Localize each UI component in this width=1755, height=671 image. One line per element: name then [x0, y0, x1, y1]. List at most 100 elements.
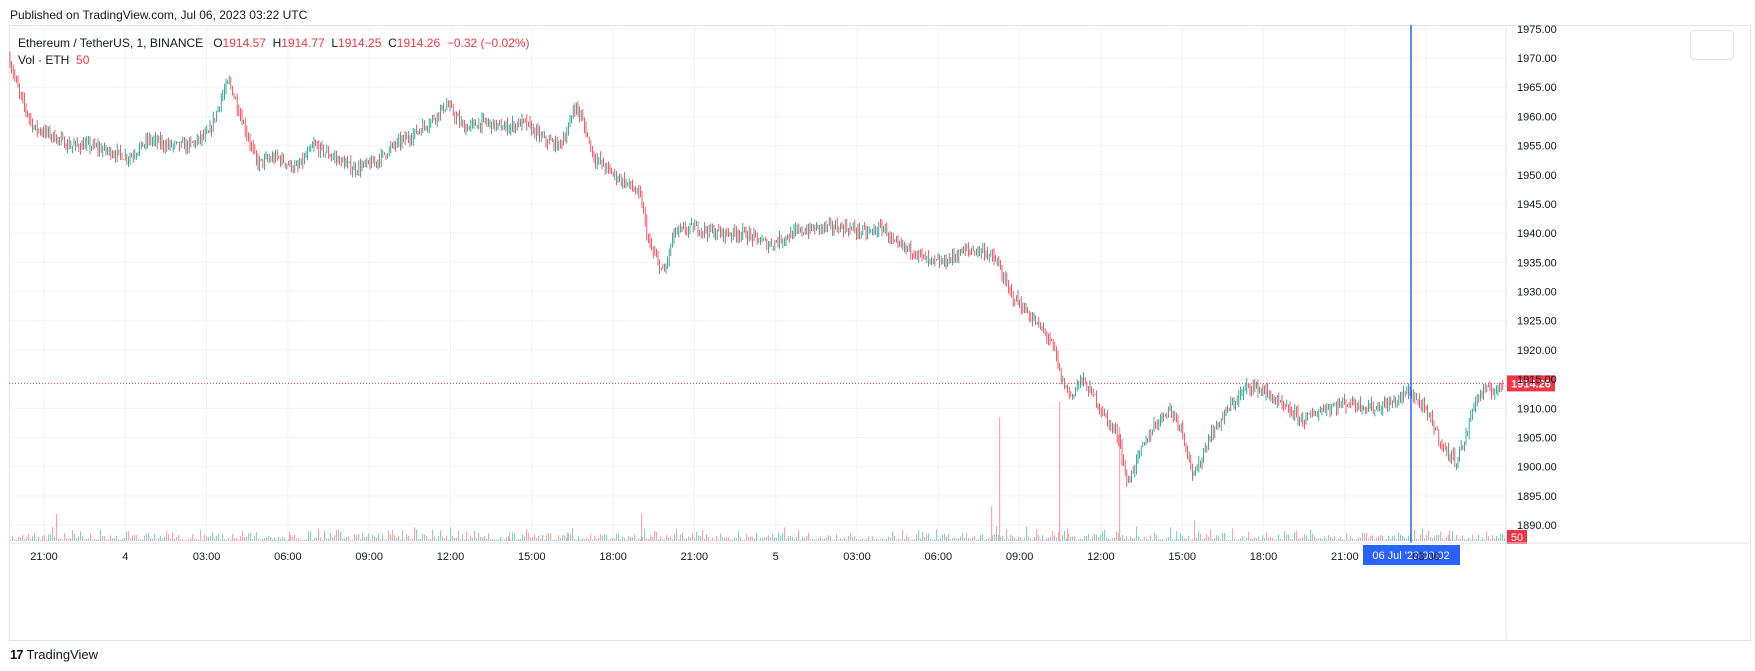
volume-bar: [1232, 528, 1234, 541]
legend-close: 1914.26: [396, 36, 441, 50]
volume-bar: [500, 536, 502, 541]
volume-bar: [888, 536, 890, 541]
volume-bar: [304, 539, 306, 541]
volume-bar: [1326, 538, 1328, 541]
volume-bar: [284, 538, 286, 541]
volume-bar: [144, 535, 146, 541]
volume-bar: [16, 539, 18, 541]
volume-bar: [614, 538, 616, 541]
volume-bar: [820, 536, 822, 541]
volume-bar: [166, 531, 168, 541]
volume-bar: [360, 538, 362, 541]
volume-bar: [1152, 539, 1154, 541]
volume-bar: [118, 539, 120, 541]
volume-bar: [992, 535, 994, 541]
volume-bar: [1416, 538, 1418, 541]
volume-bar: [984, 539, 986, 541]
volume-bar: [646, 538, 648, 541]
volume-spike: [1194, 520, 1196, 541]
volume-bar: [600, 534, 602, 541]
legend-symbol[interactable]: Ethereum / TetherUS, 1, BINANCE: [18, 36, 204, 50]
volume-bar: [268, 535, 270, 541]
volume-bar: [282, 536, 284, 541]
volume-bar: [724, 537, 726, 541]
price-chart[interactable]: 1914.26 50 06 Jul '23 00:02 1890.00 1895.00…: [9, 25, 1749, 639]
y-tick-label: 1890.00: [1517, 520, 1557, 532]
volume-bar: [996, 526, 998, 541]
volume-bar: [190, 538, 192, 541]
volume-bar: [872, 536, 874, 541]
volume-bar: [994, 534, 996, 541]
volume-bar: [584, 539, 586, 541]
volume-bar: [1458, 539, 1460, 541]
volume-bar: [356, 535, 358, 541]
volume-bar: [840, 538, 842, 541]
volume-bar: [662, 539, 664, 541]
volume-bar: [264, 538, 266, 541]
volume-bar: [568, 533, 570, 541]
volume-bar: [276, 539, 278, 541]
volume-bar: [308, 530, 310, 541]
tradingview-logo[interactable]: 17 TradingView: [10, 647, 98, 662]
volume-bar: [346, 537, 348, 541]
volume-bar: [716, 535, 718, 541]
legend-open: 1914.57: [222, 36, 266, 50]
volume-bar: [1204, 538, 1206, 541]
legend-o-label: O: [213, 36, 223, 50]
volume-bar: [1046, 537, 1048, 541]
published-header: Published on TradingView.com, Jul 06, 20…: [10, 8, 308, 22]
volume-bar: [1502, 533, 1504, 541]
y-tick-label: 1910.00: [1517, 403, 1557, 415]
volume-bar: [712, 537, 714, 541]
volume-bar: [938, 539, 940, 541]
volume-bar: [26, 536, 28, 541]
volume-bar: [1290, 539, 1292, 541]
volume-bar: [410, 539, 412, 541]
volume-bar: [176, 537, 178, 541]
volume-bar: [1260, 539, 1262, 541]
volume-bar: [1342, 539, 1344, 541]
y-tick-label: 1955.00: [1517, 141, 1557, 153]
volume-bar: [38, 536, 40, 541]
scale-button[interactable]: [1690, 30, 1734, 60]
y-tick-label: 1950.00: [1517, 170, 1557, 182]
volume-bar: [60, 538, 62, 541]
volume-bar: [998, 534, 1000, 541]
volume-bar: [772, 533, 774, 541]
volume-bar: [1138, 537, 1140, 541]
volume-bar: [1452, 531, 1454, 541]
volume-bar: [496, 539, 498, 541]
volume-bar: [1298, 538, 1300, 541]
volume-bar: [950, 539, 952, 541]
volume-bar: [324, 530, 326, 541]
volume-bar: [1112, 537, 1114, 541]
volume-bar: [542, 534, 544, 541]
volume-bar: [94, 538, 96, 541]
volume-bar: [524, 536, 526, 541]
volume-label[interactable]: Vol · ETH: [18, 53, 70, 67]
volume-bar: [126, 531, 128, 541]
y-tick-label: 1975.00: [1517, 25, 1557, 36]
volume-bar: [202, 539, 204, 541]
volume-bar: [1226, 539, 1228, 541]
volume-bar: [1074, 536, 1076, 541]
volume-bar: [258, 538, 260, 541]
volume-bar: [252, 539, 254, 541]
volume-bar: [326, 538, 328, 541]
volume-bar: [224, 539, 226, 541]
volume-bar: [62, 539, 64, 541]
volume-bar: [562, 535, 564, 541]
volume-bar: [1012, 535, 1014, 541]
legend-high: 1914.77: [281, 36, 325, 50]
volume-bar: [1268, 537, 1270, 541]
volume-bar: [722, 536, 724, 541]
volume-bar: [930, 538, 932, 541]
volume-bar: [122, 538, 124, 541]
volume-bar: [34, 533, 36, 541]
volume-bar: [1106, 537, 1108, 541]
volume-bar: [1094, 533, 1096, 541]
volume-bar: [1430, 536, 1432, 541]
volume-bar: [844, 537, 846, 541]
x-tick-label: 18:00: [599, 551, 627, 563]
volume-bar: [392, 529, 394, 541]
